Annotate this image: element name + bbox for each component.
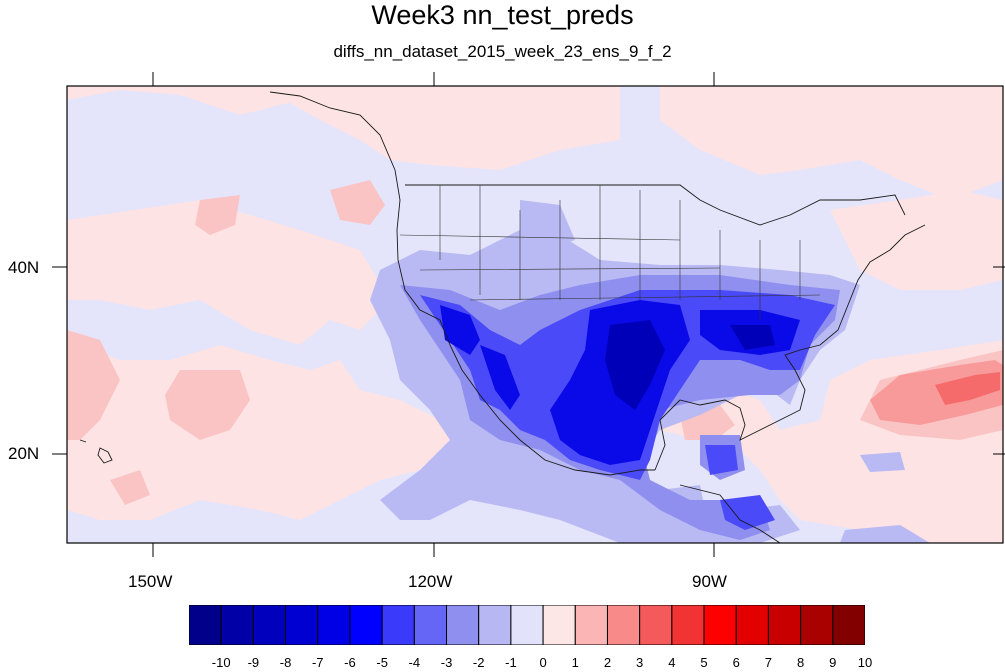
colorbar-label: 2	[603, 655, 612, 670]
colorbar-label: -5	[376, 655, 388, 670]
colorbar-label: -8	[279, 655, 292, 670]
colorbar-box	[285, 605, 319, 645]
colorbar-label: -9	[247, 655, 260, 670]
lon-label-150w: 150W	[128, 572, 173, 591]
colorbar-box	[735, 605, 769, 645]
colorbar-label: 9	[829, 655, 837, 670]
colorbar-box	[606, 605, 641, 645]
colorbar-box	[317, 605, 351, 645]
colorbar-label: 1	[571, 655, 579, 670]
colorbar-box	[767, 605, 802, 645]
colorbar-box	[478, 605, 512, 645]
map-subtitle: diffs_nn_dataset_2015_week_23_ens_9_f_2	[333, 42, 672, 61]
colorbar-label: 6	[732, 655, 740, 670]
colorbar-box	[832, 605, 865, 645]
colorbar-label: -1	[505, 655, 517, 670]
colorbar-label: 7	[764, 655, 773, 670]
colorbar-box	[510, 605, 544, 645]
lat-label-40n: 40N	[8, 258, 40, 277]
colorbar-label: -7	[311, 655, 324, 670]
lon-label-120w: 120W	[408, 572, 453, 591]
colorbar-label: -3	[440, 655, 453, 670]
field-negative-7	[605, 320, 775, 410]
colorbar-box	[639, 605, 673, 645]
colorbar-box	[220, 605, 254, 645]
colorbar-label: -2	[472, 655, 485, 670]
field-positive-3	[935, 372, 1000, 405]
colorbar-label: 4	[668, 655, 676, 670]
colorbar-box	[189, 605, 222, 645]
colorbar-box	[446, 605, 480, 645]
frame-ticks	[993, 266, 1003, 455]
lon-label-90w: 90W	[692, 572, 727, 591]
lat-label-20n: 20N	[8, 444, 40, 463]
colorbar-label: -4	[408, 655, 421, 670]
colorbar-box	[703, 605, 737, 645]
map-title: Week3 nn_test_preds	[371, 0, 634, 30]
plot-frame	[66, 85, 1004, 544]
colorbar-label: 3	[636, 655, 644, 670]
colorbar-box	[381, 605, 415, 645]
colorbar	[189, 605, 865, 645]
colorbar-label: 10	[857, 655, 873, 670]
colorbar-box	[671, 605, 705, 645]
colorbar-label: 8	[796, 655, 805, 670]
state-borders	[399, 185, 821, 320]
colorbar-box	[800, 605, 834, 645]
map-plot	[52, 72, 1005, 557]
colorbar-box	[252, 605, 287, 645]
colorbar-box	[413, 605, 448, 645]
coastlines	[79, 91, 926, 543]
colorbar-label: 0	[539, 655, 547, 670]
colorbar-box	[542, 605, 576, 645]
colorbar-label: -10	[211, 655, 231, 670]
colorbar-label: 5	[700, 655, 708, 670]
colorbar-box	[349, 605, 383, 645]
field-positive-2	[870, 360, 1003, 425]
colorbar-box	[574, 605, 608, 645]
colorbar-label: -6	[344, 655, 356, 670]
